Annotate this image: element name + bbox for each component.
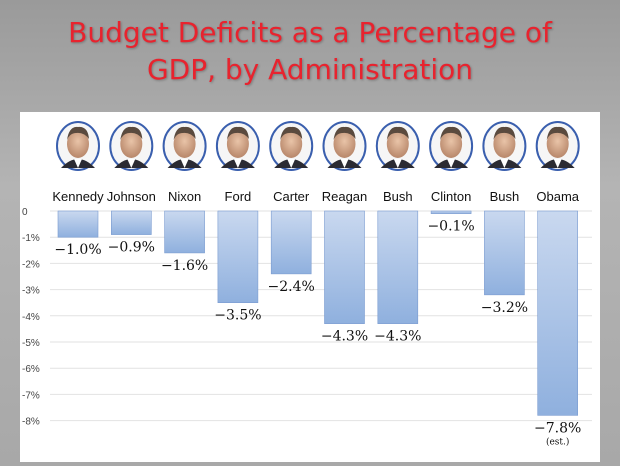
bar-bush [484, 210, 525, 296]
portrait-obama [535, 121, 580, 171]
title-line-1: Budget Deficits as a Percentage of [68, 16, 552, 49]
portrait-clinton [429, 121, 474, 171]
value-label: −7.8% [534, 420, 581, 436]
chart-panel: 0 -1% -2% -3% -4% -5% -6% -7% -8% Kennedy −1.0% Jo… [20, 112, 600, 462]
y-tick-label: 0 [22, 207, 28, 218]
bar-clinton [430, 210, 472, 214]
category-label: Obama [536, 189, 579, 204]
value-label: −0.9% [108, 240, 155, 256]
value-label: −0.1% [427, 219, 474, 235]
category-label: Nixon [168, 189, 201, 204]
portrait-carter [269, 121, 314, 171]
portrait-ford [215, 121, 260, 171]
category-label: Clinton [431, 189, 471, 204]
category-label: Johnson [107, 189, 156, 204]
y-tick-label: -6% [22, 364, 40, 375]
value-label: −1.0% [54, 242, 101, 258]
title-line-2: GDP, by Administration [146, 53, 474, 86]
chart-title: Budget Deficits as a Percentage of GDP, … [0, 14, 620, 88]
value-label: −3.2% [481, 300, 528, 316]
category-label: Bush [490, 189, 520, 204]
bar-johnson [111, 210, 152, 235]
bar-ford [217, 210, 259, 303]
y-tick-label: -2% [22, 259, 40, 270]
y-tick-label: -5% [22, 338, 40, 349]
annotation-label: (est.) [546, 436, 569, 447]
portrait-nixon [162, 121, 207, 171]
y-tick-label: -7% [22, 390, 40, 401]
bar-bush [377, 210, 419, 324]
value-label: −4.3% [374, 329, 421, 345]
y-tick-label: -1% [22, 233, 40, 244]
y-tick-label: -4% [22, 312, 40, 323]
portrait-kennedy [56, 121, 100, 171]
portrait-reagan [322, 121, 367, 171]
category-label: Kennedy [52, 189, 104, 204]
y-tick-label: -8% [22, 417, 40, 428]
bar-nixon [164, 210, 205, 254]
portrait-johnson [109, 121, 154, 171]
category-label: Reagan [322, 189, 368, 204]
category-label: Ford [225, 189, 252, 204]
bar-kennedy [57, 210, 99, 238]
value-label: −1.6% [161, 258, 208, 274]
bar-obama [537, 210, 579, 416]
value-label: −3.5% [214, 308, 261, 324]
value-label: −2.4% [268, 279, 315, 295]
bar-carter [270, 210, 312, 275]
category-label: Bush [383, 189, 413, 204]
value-label: −4.3% [321, 329, 368, 345]
portrait-bush [375, 121, 420, 171]
y-tick-label: -3% [22, 286, 40, 297]
bar-chart: 0 -1% -2% -3% -4% -5% -6% -7% -8% Kennedy −1.0% Jo… [22, 121, 592, 447]
bar-reagan [324, 210, 365, 324]
category-label: Carter [273, 189, 310, 204]
portrait-bush [482, 121, 527, 171]
